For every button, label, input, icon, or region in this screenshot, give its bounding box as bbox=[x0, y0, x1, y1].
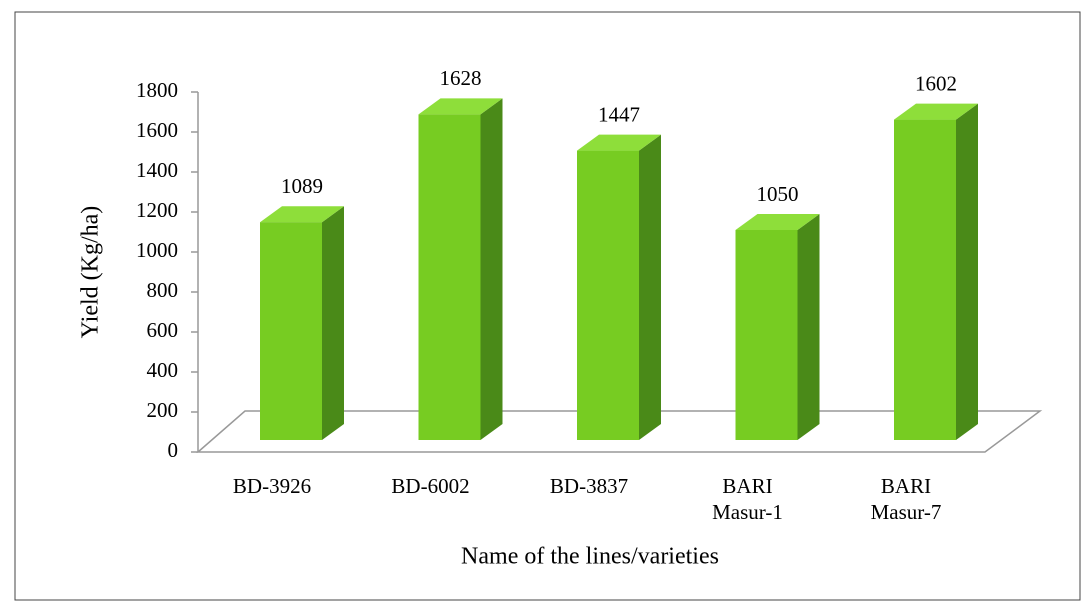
x-tick-label: BD-6002 bbox=[391, 474, 469, 498]
y-tick-label: 200 bbox=[147, 398, 179, 422]
x-tick-label: BARI Masur-1 bbox=[712, 474, 783, 524]
bar-front bbox=[418, 114, 481, 441]
bar-side bbox=[322, 206, 344, 440]
bar-top bbox=[894, 103, 978, 120]
bar-top bbox=[418, 98, 503, 115]
bar-front bbox=[894, 119, 956, 440]
bar-top bbox=[735, 214, 820, 230]
bar-front bbox=[577, 150, 639, 440]
x-tick-label: BD-3926 bbox=[233, 474, 311, 498]
x-tick-label: BD-3837 bbox=[550, 474, 628, 498]
x-tick-label: BARI Masur-7 bbox=[871, 474, 942, 524]
x-axis-title: Name of the lines/varieties bbox=[461, 544, 719, 570]
bar bbox=[577, 134, 661, 440]
bar-side bbox=[480, 98, 503, 441]
y-tick-label: 400 bbox=[147, 358, 179, 382]
bar-front bbox=[735, 230, 798, 440]
value-label: 1447 bbox=[598, 102, 640, 126]
y-tick-label: 600 bbox=[147, 318, 179, 342]
value-label: 1089 bbox=[281, 174, 323, 198]
bar-side bbox=[639, 134, 661, 440]
y-tick-label: 800 bbox=[147, 278, 179, 302]
y-tick-label: 1600 bbox=[136, 118, 178, 142]
value-label: 1628 bbox=[440, 66, 482, 90]
floor bbox=[195, 410, 1043, 453]
y-tick-label: 1000 bbox=[136, 238, 178, 262]
value-label: 1602 bbox=[915, 71, 957, 95]
y-tick-label: 1400 bbox=[136, 158, 178, 182]
y-tick-label: 1800 bbox=[136, 78, 178, 102]
bar-top bbox=[577, 134, 661, 151]
bar-front bbox=[260, 222, 322, 440]
bar-top bbox=[260, 206, 344, 223]
bar-side bbox=[797, 214, 820, 440]
y-tick-label: 1200 bbox=[136, 198, 178, 222]
bar bbox=[894, 103, 978, 440]
bar bbox=[418, 98, 503, 441]
y-tick-label: 0 bbox=[168, 438, 179, 462]
bar bbox=[735, 214, 820, 440]
bar bbox=[260, 206, 344, 440]
frame bbox=[14, 11, 1081, 601]
y-axis-title: Yield (Kg/ha) bbox=[78, 206, 104, 339]
value-label: 1050 bbox=[757, 182, 799, 206]
bar-side bbox=[956, 103, 978, 440]
